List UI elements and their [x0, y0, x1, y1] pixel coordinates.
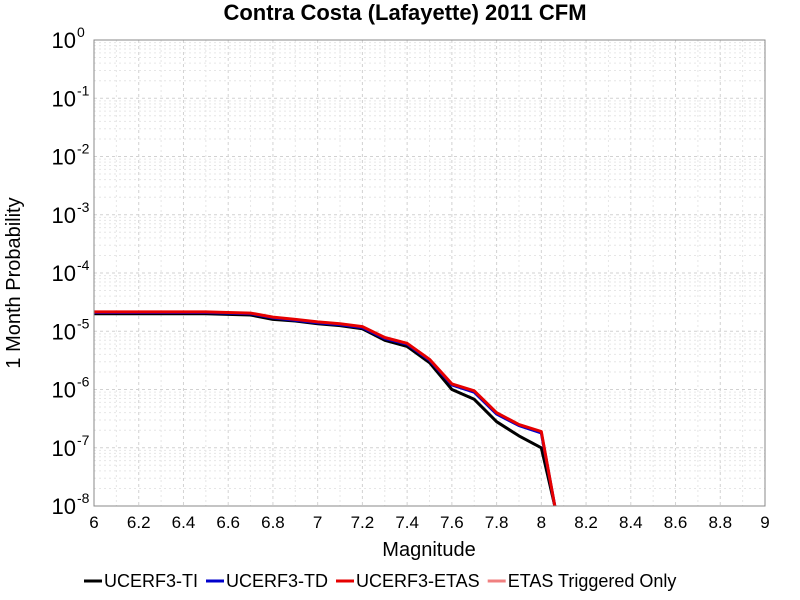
y-axis-label: 1 Month Probability: [3, 197, 25, 368]
y-tick-label: 10 0: [52, 24, 85, 53]
legend-label: ETAS Triggered Only: [508, 571, 677, 591]
y-tick-label: 10 -7: [52, 432, 90, 461]
x-tick-label: 7.4: [395, 513, 419, 532]
x-tick-label: 7.6: [440, 513, 464, 532]
y-tick-label: 10 -2: [52, 141, 90, 170]
x-tick-label: 8.6: [664, 513, 688, 532]
y-tick-base: 10: [52, 145, 76, 170]
legend-label: UCERF3-TI: [104, 571, 198, 591]
y-tick-base: 10: [52, 378, 76, 403]
y-tick-label: 10 -8: [52, 490, 90, 519]
x-tick-label: 6.2: [127, 513, 151, 532]
plot-frame: [93, 39, 766, 507]
legend-item-ucerf3-ti: UCERF3-TI: [84, 571, 198, 591]
y-tick-exponent: 0: [77, 24, 85, 40]
y-tick-label: 10 -4: [52, 257, 90, 286]
y-tick-exponent: -1: [77, 82, 90, 98]
legend-item-ucerf3-etas: UCERF3-ETAS: [336, 571, 480, 591]
chart-title: Contra Costa (Lafayette) 2011 CFM: [223, 0, 586, 25]
x-tick-label: 8: [537, 513, 546, 532]
y-tick-exponent: -8: [77, 490, 90, 506]
legend-item-etas-triggered-only: ETAS Triggered Only: [487, 571, 677, 591]
y-tick-base: 10: [52, 494, 76, 519]
y-tick-label: 10 -1: [52, 82, 90, 111]
y-tick-exponent: -2: [77, 141, 90, 157]
y-tick-exponent: -3: [77, 199, 90, 215]
series-line-ucerf3-etas: [94, 310, 557, 507]
y-tick-exponent: -6: [77, 374, 90, 390]
legend-label: UCERF3-ETAS: [356, 571, 480, 591]
y-tick-label: 10 -5: [52, 315, 90, 344]
y-tick-label: 10 -6: [52, 374, 90, 403]
x-tick-labels: 6 6.2 6.4 6.6 6.8 7 7.2 7.4 7.6 7.8 8 8.2 8.4 8.6 8.8 9: [89, 513, 769, 532]
y-tick-exponent: -7: [77, 432, 90, 448]
x-tick-label: 9: [760, 513, 769, 532]
x-tick-label: 7.8: [485, 513, 509, 532]
legend-item-ucerf3-td: UCERF3-TD: [206, 571, 328, 591]
y-tick-exponent: -5: [77, 315, 90, 331]
legend: UCERF3-TI UCERF3-TD UCERF3-ETAS ETAS Trigge…: [84, 571, 676, 591]
x-tick-label: 7: [313, 513, 322, 532]
y-tick-base: 10: [52, 319, 76, 344]
x-tick-label: 8.8: [708, 513, 732, 532]
y-tick-label: 10 -3: [52, 199, 90, 228]
x-tick-label: 6.6: [216, 513, 240, 532]
x-tick-label: 7.2: [351, 513, 375, 532]
x-tick-label: 6: [89, 513, 98, 532]
y-tick-exponent: -4: [77, 257, 90, 273]
y-tick-base: 10: [52, 203, 76, 228]
grid: [93, 40, 766, 507]
y-tick-base: 10: [52, 436, 76, 461]
y-tick-base: 10: [52, 28, 76, 53]
y-tick-base: 10: [52, 86, 76, 111]
series-lines: [94, 310, 557, 507]
x-axis-label: Magnitude: [382, 539, 475, 561]
x-tick-label: 6.4: [172, 513, 196, 532]
x-tick-label: 8.4: [619, 513, 643, 532]
y-tick-base: 10: [52, 261, 76, 286]
x-tick-label: 6.8: [261, 513, 285, 532]
legend-label: UCERF3-TD: [226, 571, 328, 591]
series-line-ucerf3-ti: [94, 312, 557, 507]
x-tick-label: 8.2: [574, 513, 598, 532]
